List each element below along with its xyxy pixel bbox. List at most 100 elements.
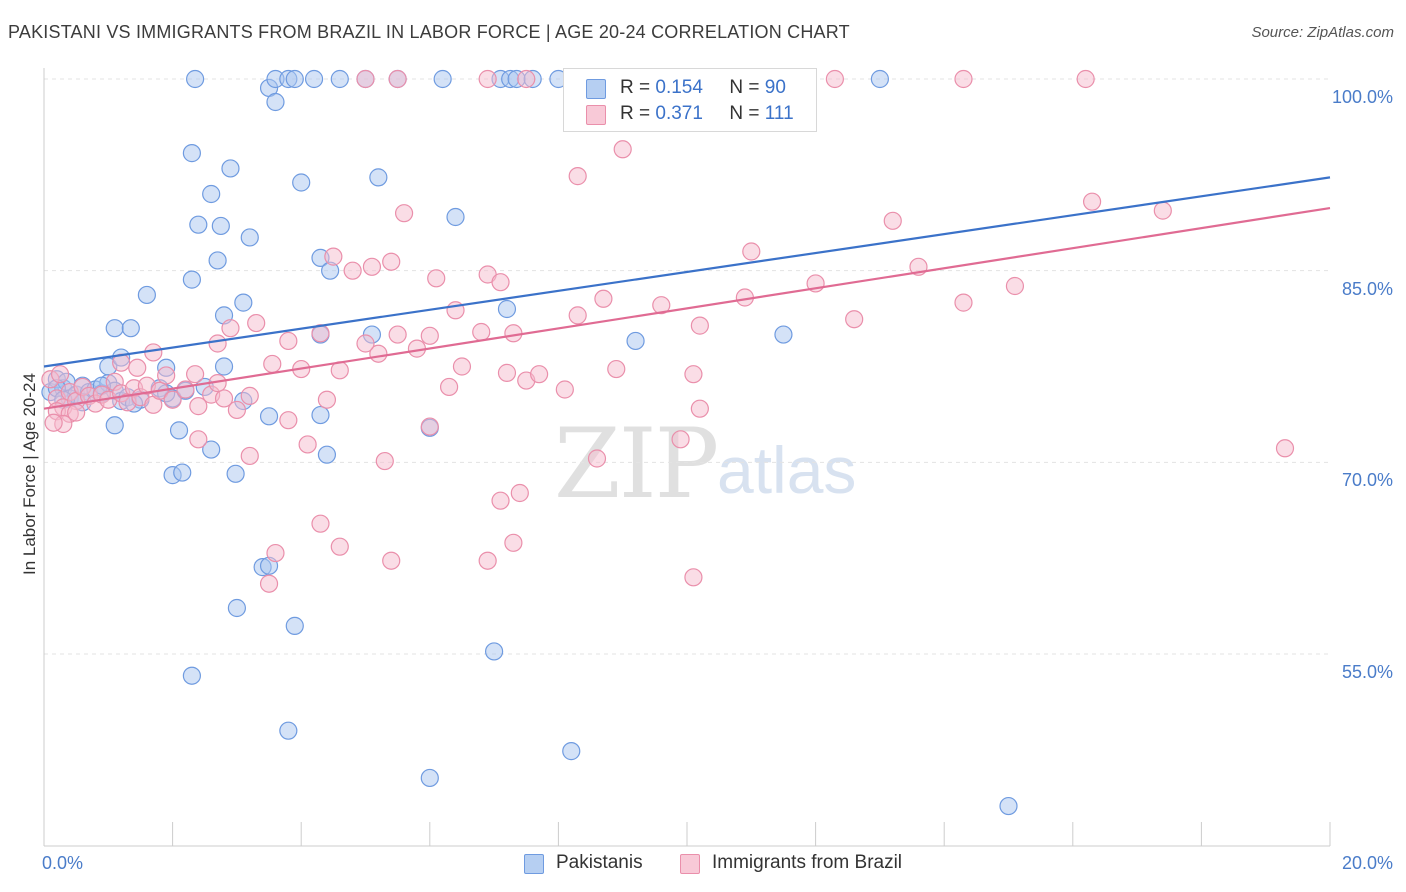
brazil-point <box>263 354 282 374</box>
brazil-point <box>883 211 902 230</box>
legend-n-value: 111 <box>764 103 794 124</box>
pakistani-point <box>137 285 156 305</box>
brazil-point <box>478 551 497 570</box>
brazil-point <box>388 325 407 344</box>
brazil-point <box>568 167 587 186</box>
brazil-point <box>690 316 709 335</box>
brazil-point <box>375 451 394 471</box>
legend-r-label: R = <box>620 103 656 124</box>
brazil-point <box>594 289 613 308</box>
legend-r-value: 0.371 <box>655 103 703 124</box>
legend-swatch-blue <box>586 79 606 99</box>
bottom-legend-swatch-blue <box>524 854 544 874</box>
y-axis-title: In Labor Force | Age 20-24 <box>20 373 39 575</box>
brazil-point <box>298 435 317 454</box>
brazil-point <box>555 380 574 399</box>
pakistani-point <box>121 319 140 338</box>
bottom-legend-label: Immigrants from Brazil <box>712 852 903 873</box>
brazil-point <box>266 543 285 563</box>
bottom-legend-label: Pakistanis <box>556 852 643 873</box>
pakistani-point <box>169 421 189 440</box>
pakistani-point <box>266 92 285 112</box>
trend-lines <box>43 176 1331 410</box>
brazil-point <box>491 273 510 292</box>
legend-n-value: 90 <box>764 77 786 98</box>
brazil-point <box>279 331 298 351</box>
pakistani-point <box>446 207 465 227</box>
y-tick-label: 85.0% <box>1341 278 1393 299</box>
brazil-point <box>311 514 330 533</box>
brazil-point <box>362 257 382 276</box>
brazil-point <box>684 568 703 587</box>
pakistani-point <box>259 407 279 426</box>
axes <box>43 68 1331 847</box>
pakistani-point <box>234 293 253 312</box>
brazil-point <box>330 537 349 556</box>
pakistani-point <box>226 464 245 483</box>
pakistani-point <box>173 463 192 482</box>
pakistani-point <box>182 144 201 163</box>
watermark-atlas: atlas <box>717 433 857 507</box>
brazil-point <box>163 390 182 409</box>
brazil-point <box>684 365 703 384</box>
brazil-point <box>227 400 246 420</box>
brazil-point <box>517 69 536 89</box>
chart-title: PAKISTANI VS IMMIGRANTS FROM BRAZIL IN L… <box>8 22 850 42</box>
y-tick-label: 70.0% <box>1341 470 1393 491</box>
brazil-point <box>825 69 844 89</box>
brazil-point <box>157 366 176 385</box>
pakistani-point <box>485 642 504 661</box>
brazil-point <box>394 204 414 223</box>
watermark-zip: ZIP <box>554 408 719 520</box>
brazil-point <box>510 483 529 503</box>
brazil-point <box>189 430 208 449</box>
brazil-point <box>420 417 439 436</box>
brazil-point <box>324 247 343 266</box>
brazil-point <box>607 359 626 379</box>
brazil-point <box>221 319 240 338</box>
pakistani-point <box>202 184 221 204</box>
brazil-point <box>382 551 401 570</box>
brazil-point <box>356 69 375 89</box>
pakistani-point <box>227 598 246 618</box>
source-label: Source: ZipAtlas.com <box>1251 24 1394 41</box>
pakistani-point <box>240 228 259 247</box>
brazil-point <box>587 449 607 468</box>
pakistani-point <box>202 440 221 459</box>
pakistani-point <box>870 69 890 89</box>
brazil-trend-line <box>43 206 1331 410</box>
y-tick-label: 100.0% <box>1331 87 1393 107</box>
brazil-point <box>240 446 259 466</box>
brazil-point <box>343 261 362 280</box>
pakistani-point <box>304 69 324 89</box>
brazil-point <box>504 533 523 552</box>
pakistani-point <box>214 357 234 376</box>
brazil-point <box>208 334 227 353</box>
brazil-point <box>186 365 205 384</box>
pakistani-point <box>211 216 230 236</box>
pakistani-point <box>311 405 330 425</box>
pakistani-trend-line <box>43 176 1331 368</box>
brazil-point <box>1076 69 1095 89</box>
brazil-point <box>671 430 690 449</box>
legend-n-label: N = <box>729 103 765 124</box>
pakistani-point <box>279 721 298 740</box>
brazil-point <box>652 296 671 315</box>
x-tick-label-max: 20.0% <box>1341 853 1393 873</box>
brazil-point <box>452 357 472 376</box>
legend-r-value: 0.154 <box>655 77 703 98</box>
pakistani-point <box>105 319 124 338</box>
pakistani-point <box>189 215 208 234</box>
x-tick-label-min: 0.0% <box>42 853 84 873</box>
brazil-point <box>742 242 761 261</box>
bottom-legend-swatch-pink <box>680 854 700 874</box>
brazil-point <box>189 397 208 416</box>
brazil-point <box>954 293 973 312</box>
pakistani-point <box>292 173 311 192</box>
pakistani-point <box>285 69 304 89</box>
pakistani-point <box>285 616 304 635</box>
brazil-point <box>472 322 491 342</box>
brazil-point <box>1082 192 1102 211</box>
brazil-point <box>954 69 973 89</box>
